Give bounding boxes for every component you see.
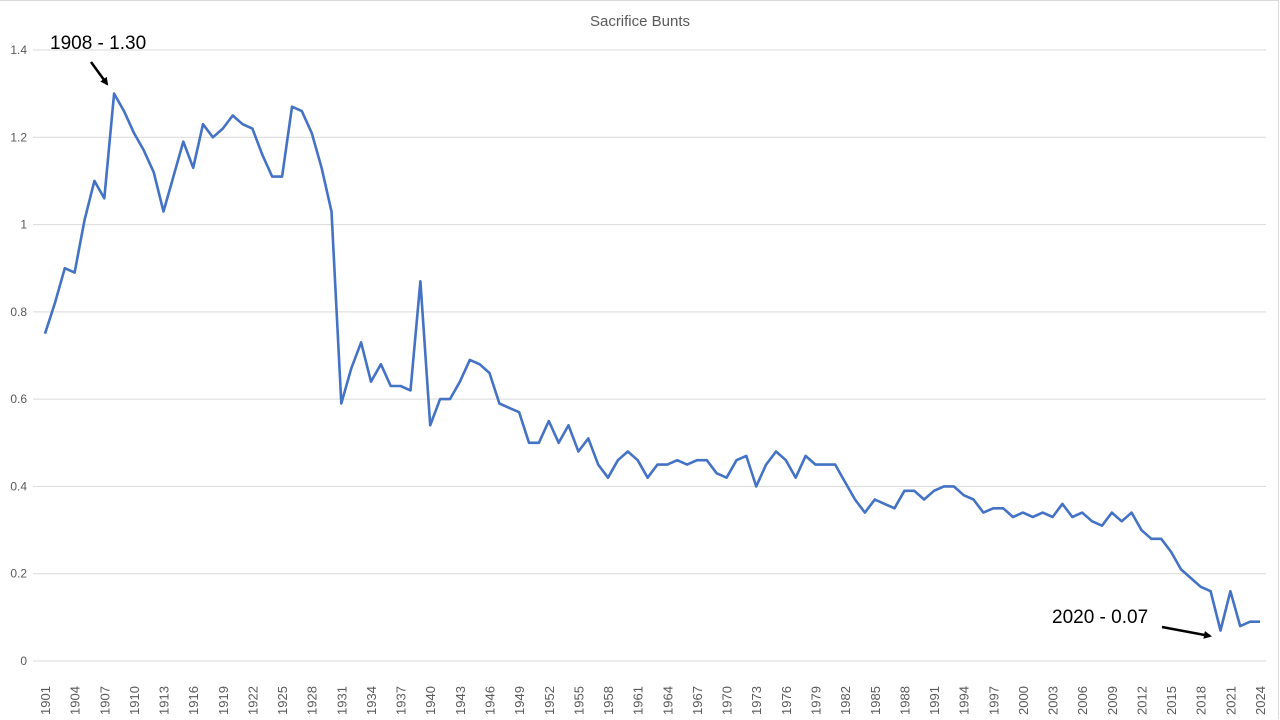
x-tick-label: 1967 xyxy=(690,686,705,715)
x-tick-label: 1901 xyxy=(38,686,53,715)
x-tick-label: 1991 xyxy=(927,686,942,715)
x-tick-label: 1979 xyxy=(808,686,823,715)
x-tick-label: 2021 xyxy=(1223,686,1238,715)
x-tick-label: 1946 xyxy=(483,686,498,715)
y-tick-label: 0.6 xyxy=(10,392,27,406)
x-tick-label: 2000 xyxy=(1016,686,1031,715)
x-tick-label: 1904 xyxy=(68,686,83,715)
x-tick-label: 1943 xyxy=(453,686,468,715)
y-tick-label: 0 xyxy=(20,654,27,668)
x-tick-label: 1955 xyxy=(571,686,586,715)
x-tick-label: 1994 xyxy=(957,686,972,715)
y-tick-label: 1.2 xyxy=(10,130,27,144)
x-tick-label: 1982 xyxy=(838,686,853,715)
annotation-peak: 1908 - 1.30 xyxy=(50,33,146,54)
annotation-low: 2020 - 0.07 xyxy=(1052,607,1148,628)
data-series-line xyxy=(43,92,1260,632)
x-axis-labels: 1901 1904 1907 1910 1913 1916 1919 1922 1925 1928… xyxy=(38,686,1268,715)
x-tick-label: 1934 xyxy=(364,686,379,715)
x-tick-label: 1988 xyxy=(897,686,912,715)
x-tick-label: 1973 xyxy=(749,686,764,715)
annotation-arrow xyxy=(1161,625,1212,639)
x-tick-label: 1949 xyxy=(512,686,527,715)
y-tick-label: 0.2 xyxy=(10,567,27,581)
x-tick-label: 1970 xyxy=(720,686,735,715)
x-tick-label: 1916 xyxy=(186,686,201,715)
x-tick-label: 1922 xyxy=(245,686,260,715)
x-tick-label: 2018 xyxy=(1194,686,1209,715)
x-tick-label: 1925 xyxy=(275,686,290,715)
gridlines xyxy=(33,49,1266,662)
x-tick-label: 1910 xyxy=(127,686,142,715)
x-tick-label: 1919 xyxy=(216,686,231,715)
x-tick-label: 1937 xyxy=(394,686,409,715)
x-tick-label: 1928 xyxy=(305,686,320,715)
x-tick-label: 1985 xyxy=(868,686,883,715)
x-tick-label: 2024 xyxy=(1253,686,1268,715)
x-tick-label: 1964 xyxy=(660,686,675,715)
y-tick-label: 0.8 xyxy=(10,305,27,319)
x-tick-label: 1907 xyxy=(97,686,112,715)
x-tick-label: 1931 xyxy=(334,686,349,715)
x-tick-label: 2012 xyxy=(1134,686,1149,715)
y-axis-labels: 0 0.2 0.4 0.6 0.8 1 1.2 1.4 xyxy=(10,43,27,668)
y-tick-label: 1 xyxy=(20,218,27,232)
annotations: 1908 - 1.30 2020 - 0.07 xyxy=(50,33,1212,639)
x-tick-label: 1940 xyxy=(423,686,438,715)
chart-title: Sacrifice Bunts xyxy=(589,13,691,30)
x-tick-label: 1913 xyxy=(157,686,172,715)
y-tick-label: 0.4 xyxy=(10,479,27,493)
x-tick-label: 2009 xyxy=(1105,686,1120,715)
x-tick-label: 1997 xyxy=(986,686,1001,715)
x-tick-label: 1976 xyxy=(779,686,794,715)
x-tick-label: 1958 xyxy=(601,686,616,715)
x-tick-label: 1952 xyxy=(542,686,557,715)
x-tick-label: 2003 xyxy=(1046,686,1061,715)
x-tick-label: 2015 xyxy=(1164,686,1179,715)
annotation-arrow xyxy=(89,61,109,86)
y-tick-label: 1.4 xyxy=(10,43,27,57)
x-tick-label: 2006 xyxy=(1075,686,1090,715)
x-tick-label: 1961 xyxy=(631,686,646,715)
